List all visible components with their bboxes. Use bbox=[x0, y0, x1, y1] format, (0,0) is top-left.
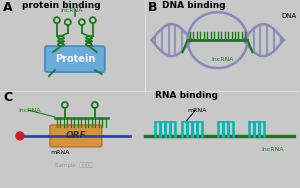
Text: C: C bbox=[3, 91, 12, 104]
Circle shape bbox=[16, 132, 24, 140]
Text: mRNA: mRNA bbox=[50, 150, 69, 155]
FancyBboxPatch shape bbox=[45, 46, 105, 72]
FancyBboxPatch shape bbox=[50, 125, 102, 147]
Text: lncRNA: lncRNA bbox=[212, 57, 234, 62]
Text: lncRNA: lncRNA bbox=[61, 8, 83, 13]
Text: A: A bbox=[3, 1, 13, 14]
Text: mRNA: mRNA bbox=[188, 108, 207, 113]
Text: B: B bbox=[148, 1, 157, 14]
Text: ORF: ORF bbox=[65, 131, 86, 140]
Text: Protein: Protein bbox=[55, 54, 95, 64]
Text: lncRNA: lncRNA bbox=[261, 147, 284, 152]
Text: RNA binding: RNA binding bbox=[155, 91, 218, 100]
Text: Sample  西室生物: Sample 西室生物 bbox=[55, 162, 92, 168]
Text: protein binding: protein binding bbox=[22, 1, 100, 10]
Text: lncRNA: lncRNA bbox=[18, 108, 40, 113]
Text: DNA: DNA bbox=[281, 13, 297, 19]
Text: DNA binding: DNA binding bbox=[162, 1, 225, 10]
